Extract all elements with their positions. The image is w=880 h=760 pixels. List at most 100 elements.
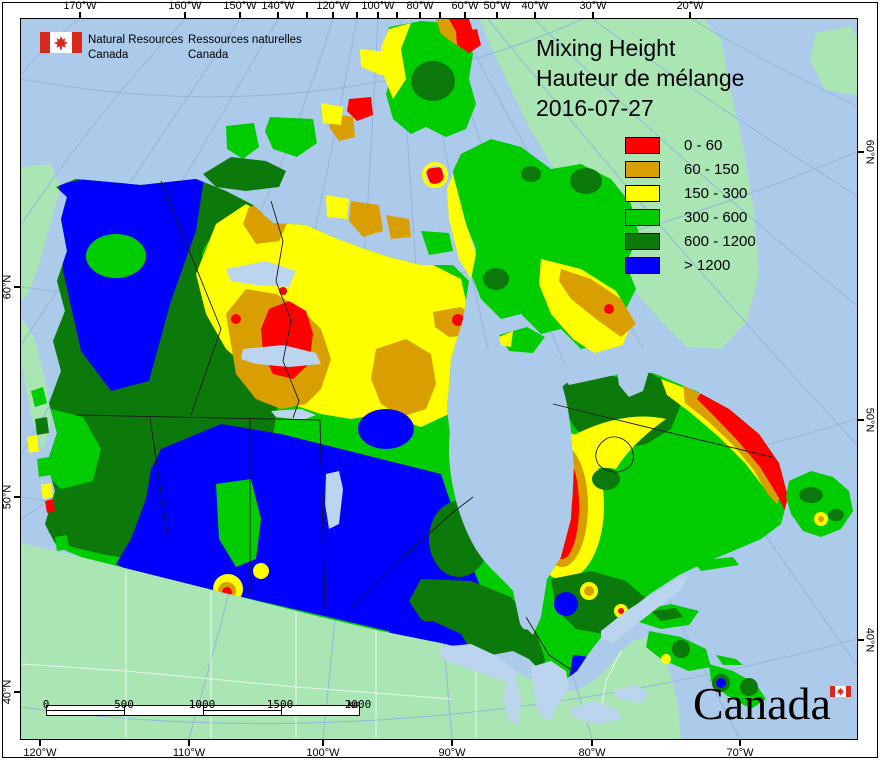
border-bc-ab (149, 417, 169, 541)
top-axis-label-2: 150°W (223, 0, 257, 12)
coast-speck-red (45, 499, 55, 513)
left-axis-label-2: 40°N (1, 679, 14, 705)
st-lawrence-river (601, 575, 689, 643)
border-qc-nl (552, 403, 773, 458)
flag-bar (846, 686, 851, 697)
legend-label-3: 300 - 600 (684, 208, 748, 226)
zone-yukon-blue (59, 179, 204, 391)
blob-dkgreen (828, 509, 844, 521)
coast-speck-yellow (27, 435, 39, 453)
map-canvas (21, 19, 857, 739)
agency-name-en: Natural Resources Canada (88, 33, 183, 63)
left-tick-1 (14, 496, 20, 498)
map-frame: Natural Resources Canada Ressources natu… (20, 18, 858, 740)
wordmark-text: Canada (693, 678, 831, 729)
great-slave-lake (241, 345, 321, 367)
legend-item-0: 0 - 60 (625, 133, 756, 157)
canada-data-layer (27, 19, 853, 709)
blob-dkgreen (672, 640, 690, 658)
blob-blue (716, 678, 726, 688)
agency-name-fr: Ressources naturelles Canada (188, 33, 302, 63)
baffin-dkgreen (521, 166, 541, 182)
top-tick-12 (496, 12, 498, 18)
zone-labrador-red (697, 388, 788, 515)
top-tick-6 (356, 12, 358, 18)
island-yellow (360, 49, 400, 75)
top-tick-0 (79, 12, 81, 18)
bottom-tick-1 (188, 740, 190, 746)
scalebar-segment-2 (203, 706, 282, 715)
legend-swatch-1 (625, 160, 660, 178)
left-axis-label-0: 60°N (1, 274, 14, 300)
legend-item-5: > 1200 (625, 253, 756, 277)
legend-label-2: 150 - 300 (684, 184, 748, 202)
region-greenland-ne-island (810, 26, 857, 95)
legend-label-1: 60 - 150 (684, 160, 740, 178)
top-axis-label-11: 20°W (676, 0, 704, 12)
lake-winnipeg (325, 471, 343, 529)
legend-item-1: 60 - 150 (625, 157, 756, 181)
bottom-tick-2 (322, 740, 324, 746)
region-alaska (21, 164, 60, 301)
baffin-dkgreen (483, 268, 509, 290)
canada-wordmark: Canada (693, 678, 857, 731)
agency-en-line2: Canada (88, 49, 129, 61)
island-orange (349, 201, 383, 237)
top-axis-label-6: 80°W (406, 0, 434, 12)
left-axis-label-1: 50°N (1, 484, 14, 510)
lake-superior (440, 644, 519, 684)
border-nwt-nunavut (270, 200, 300, 419)
flag-bar (830, 686, 835, 697)
blob-blue (554, 592, 578, 616)
coast-speck-green (37, 457, 51, 477)
top-axis-label-10: 30°W (579, 0, 607, 12)
flag-bar (40, 32, 50, 53)
legend-label-4: 600 - 1200 (684, 232, 756, 250)
top-tick-13 (534, 12, 536, 18)
scale-tick-label-3: 1500 (266, 698, 294, 711)
coast-speck-green (31, 387, 47, 407)
left-tick-2 (14, 691, 20, 693)
blob-dkgreen (799, 487, 823, 503)
border-sk-mb (319, 419, 326, 608)
border-squiggle (595, 436, 634, 473)
top-axis-label-8: 50°W (483, 0, 511, 12)
blob-red (604, 304, 614, 314)
right-tick-2 (858, 639, 864, 641)
island-yellow (326, 195, 349, 219)
legend-swatch-5 (625, 256, 660, 274)
blob-blue (358, 409, 414, 449)
blob-orange (371, 339, 436, 417)
agency-en-line1: Natural Resources (88, 34, 184, 46)
blob-yellow (253, 563, 269, 579)
hudson-strait (557, 345, 685, 385)
left-tick-0 (14, 286, 20, 288)
canada-flag-logo (40, 32, 82, 53)
top-tick-8 (396, 12, 398, 18)
bottom-tick-3 (451, 740, 453, 746)
agency-fr-line2: Canada (188, 49, 229, 61)
title-line1: Mixing Height (536, 35, 676, 61)
region-alaska-panhandle (21, 317, 51, 451)
coast-speck-dkgreen (35, 417, 49, 435)
title-line2: Hauteur de mélange (536, 65, 745, 91)
border-60n (76, 414, 321, 421)
top-axis-label-7: 60°W (451, 0, 479, 12)
wordmark-flag-icon (830, 686, 851, 697)
coast-speck-green (55, 535, 69, 551)
scale-tick-label-2: 1000 (188, 698, 216, 711)
blob-red (279, 287, 287, 295)
state-lines-layer (21, 571, 622, 739)
island-red (456, 29, 481, 53)
top-tick-1 (184, 12, 186, 18)
lake-athabasca (271, 409, 316, 420)
lake-huron (531, 661, 569, 721)
top-tick-7 (377, 12, 379, 18)
region-pei (716, 655, 743, 665)
blob-green (86, 234, 146, 278)
baffin-dkgreen (570, 168, 602, 194)
right-axis-label-1: 50°N (863, 407, 876, 433)
coast-speck-yellow (41, 483, 53, 499)
blob-red (618, 608, 624, 614)
island-yellow (321, 103, 343, 125)
